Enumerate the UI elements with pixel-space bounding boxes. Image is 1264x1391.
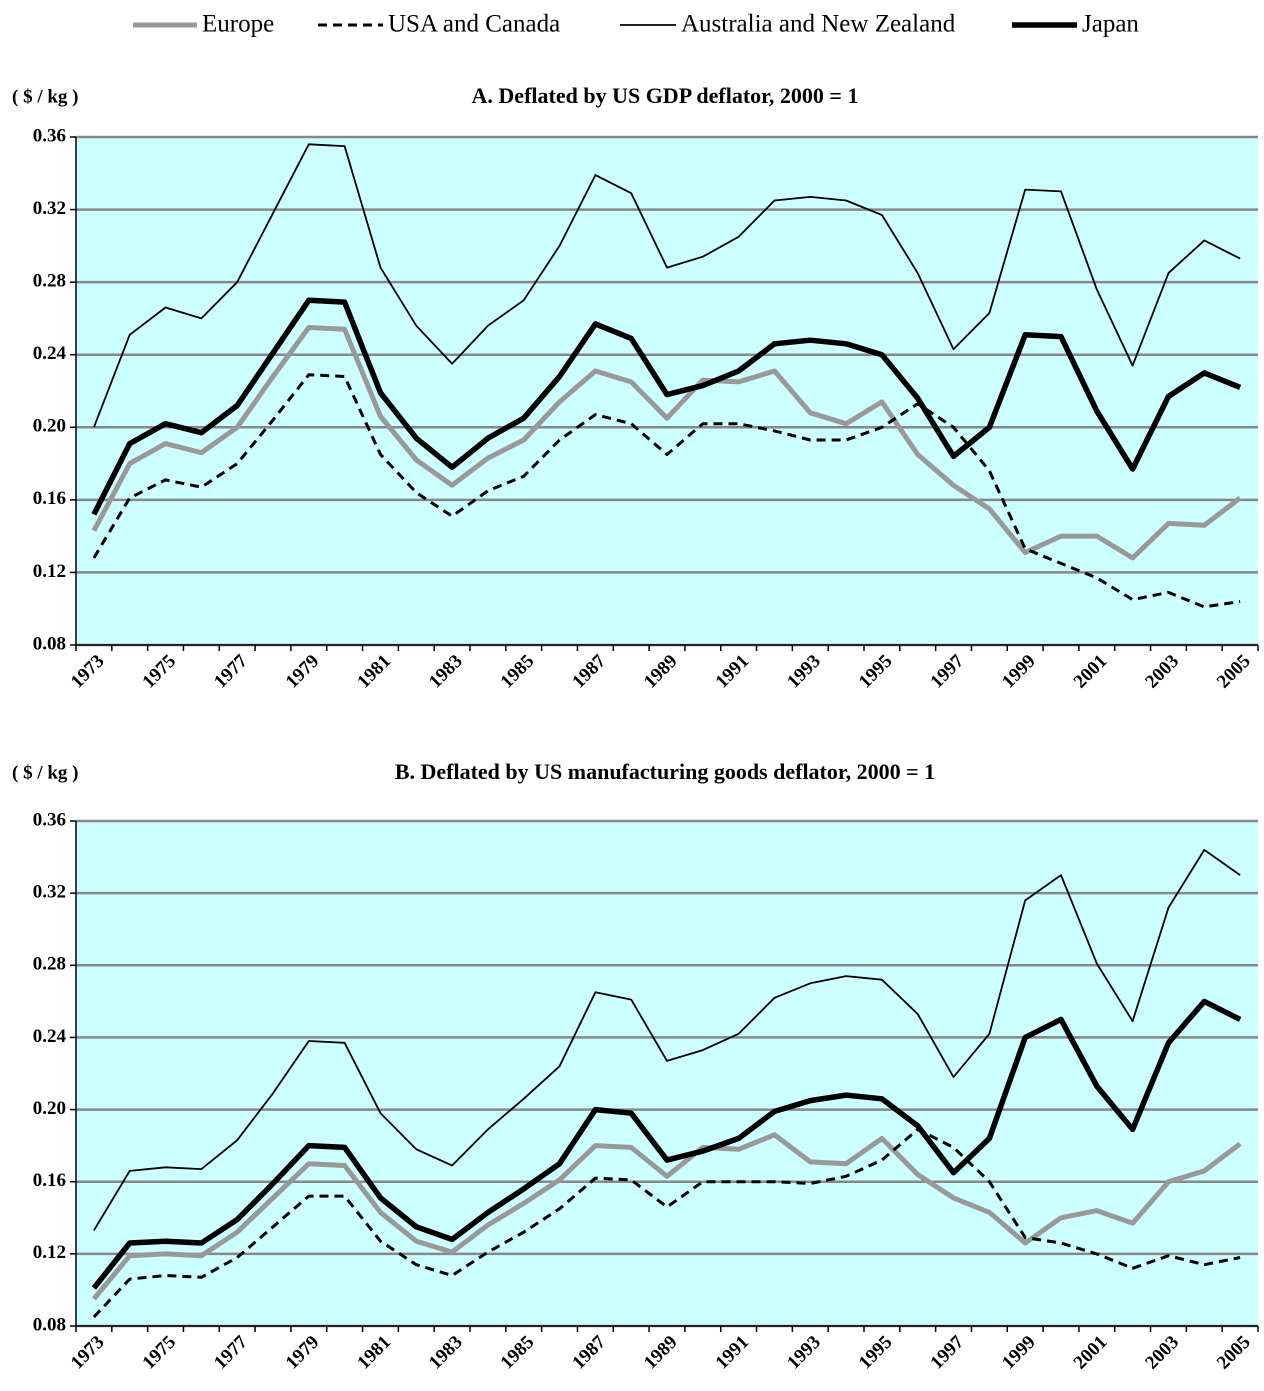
y-tick-label: 0.20 [33,1098,66,1119]
series-line [91,998,1242,1290]
x-tick-label: 1975 [138,651,180,693]
x-tick-label: 1995 [855,1332,897,1374]
x-tick-label: 2005 [1213,651,1255,693]
x-tick-label: 1983 [425,1332,467,1374]
x-tick-label: 2005 [1213,1332,1255,1374]
x-tick-label: 1989 [640,651,682,693]
x-tick-label: 1997 [926,1331,968,1373]
y-tick-label: 0.36 [33,125,66,146]
series-line [93,849,1241,1231]
x-tick-label: 1991 [712,651,754,693]
x-tick-label: 1987 [568,650,610,692]
x-tick-label: 1985 [497,651,539,693]
x-tick-label: 2001 [1070,1332,1112,1374]
x-tick-label: 1975 [138,1332,180,1374]
y-tick-label: 0.36 [33,809,66,830]
x-tick-label: 1995 [855,651,897,693]
y-tick-label: 0.16 [33,1170,66,1191]
x-tick-label: 2003 [1141,651,1183,693]
legend-label: USA and Canada [388,11,560,38]
series-line [93,143,1241,428]
series-line [91,325,1242,561]
x-tick-label: 1979 [282,651,324,693]
x-tick-label: 1999 [998,651,1040,693]
x-tick-label: 1993 [783,651,825,693]
y-tick-label: 0.08 [33,633,66,654]
y-tick-label: 0.24 [33,1026,67,1047]
y-tick-label: 0.32 [33,882,66,903]
x-tick-label: 1983 [425,651,467,693]
x-tick-label: 1973 [67,651,109,693]
x-tick-label: 1999 [998,1332,1040,1374]
x-tick-label: 1993 [783,1332,825,1374]
y-tick-label: 0.28 [33,954,66,975]
legend-label: Europe [202,11,274,38]
y-tick-label: 0.08 [33,1314,66,1335]
x-tick-label: 1985 [497,1332,539,1374]
y-tick-label: 0.12 [33,561,66,582]
y-tick-label: 0.16 [33,488,66,509]
x-tick-label: 1977 [210,1331,252,1373]
series-line [92,373,1241,609]
x-tick-label: 1973 [67,1332,109,1374]
series-line [92,1127,1241,1319]
chart-title: B. Deflated by US manufacturing goods de… [395,759,935,784]
x-tick-label: 1991 [712,1332,754,1374]
legend-label: Australia and New Zealand [681,11,956,38]
series-line [91,1132,1242,1301]
x-tick-label: 1979 [282,1332,324,1374]
x-tick-label: 1981 [353,1332,395,1374]
plot-area [76,821,1258,1326]
x-tick-label: 2001 [1070,651,1112,693]
y-tick-label: 0.20 [33,416,66,437]
series-line [91,297,1242,516]
x-tick-label: 1987 [568,1331,610,1373]
chart-title: A. Deflated by US GDP deflator, 2000 = 1 [472,83,859,108]
x-tick-label: 1977 [210,650,252,692]
x-tick-label: 1981 [353,651,395,693]
y-tick-label: 0.32 [33,198,66,219]
y-tick-label: 0.24 [33,343,67,364]
legend-label: Japan [1082,11,1139,38]
x-tick-label: 1989 [640,1332,682,1374]
x-tick-label: 2003 [1141,1332,1183,1374]
y-tick-label: 0.28 [33,271,66,292]
x-tick-label: 1997 [926,650,968,692]
y-axis-label: ( $ / kg ) [12,762,79,783]
y-axis-label: ( $ / kg ) [12,86,79,107]
y-tick-label: 0.12 [33,1242,66,1263]
